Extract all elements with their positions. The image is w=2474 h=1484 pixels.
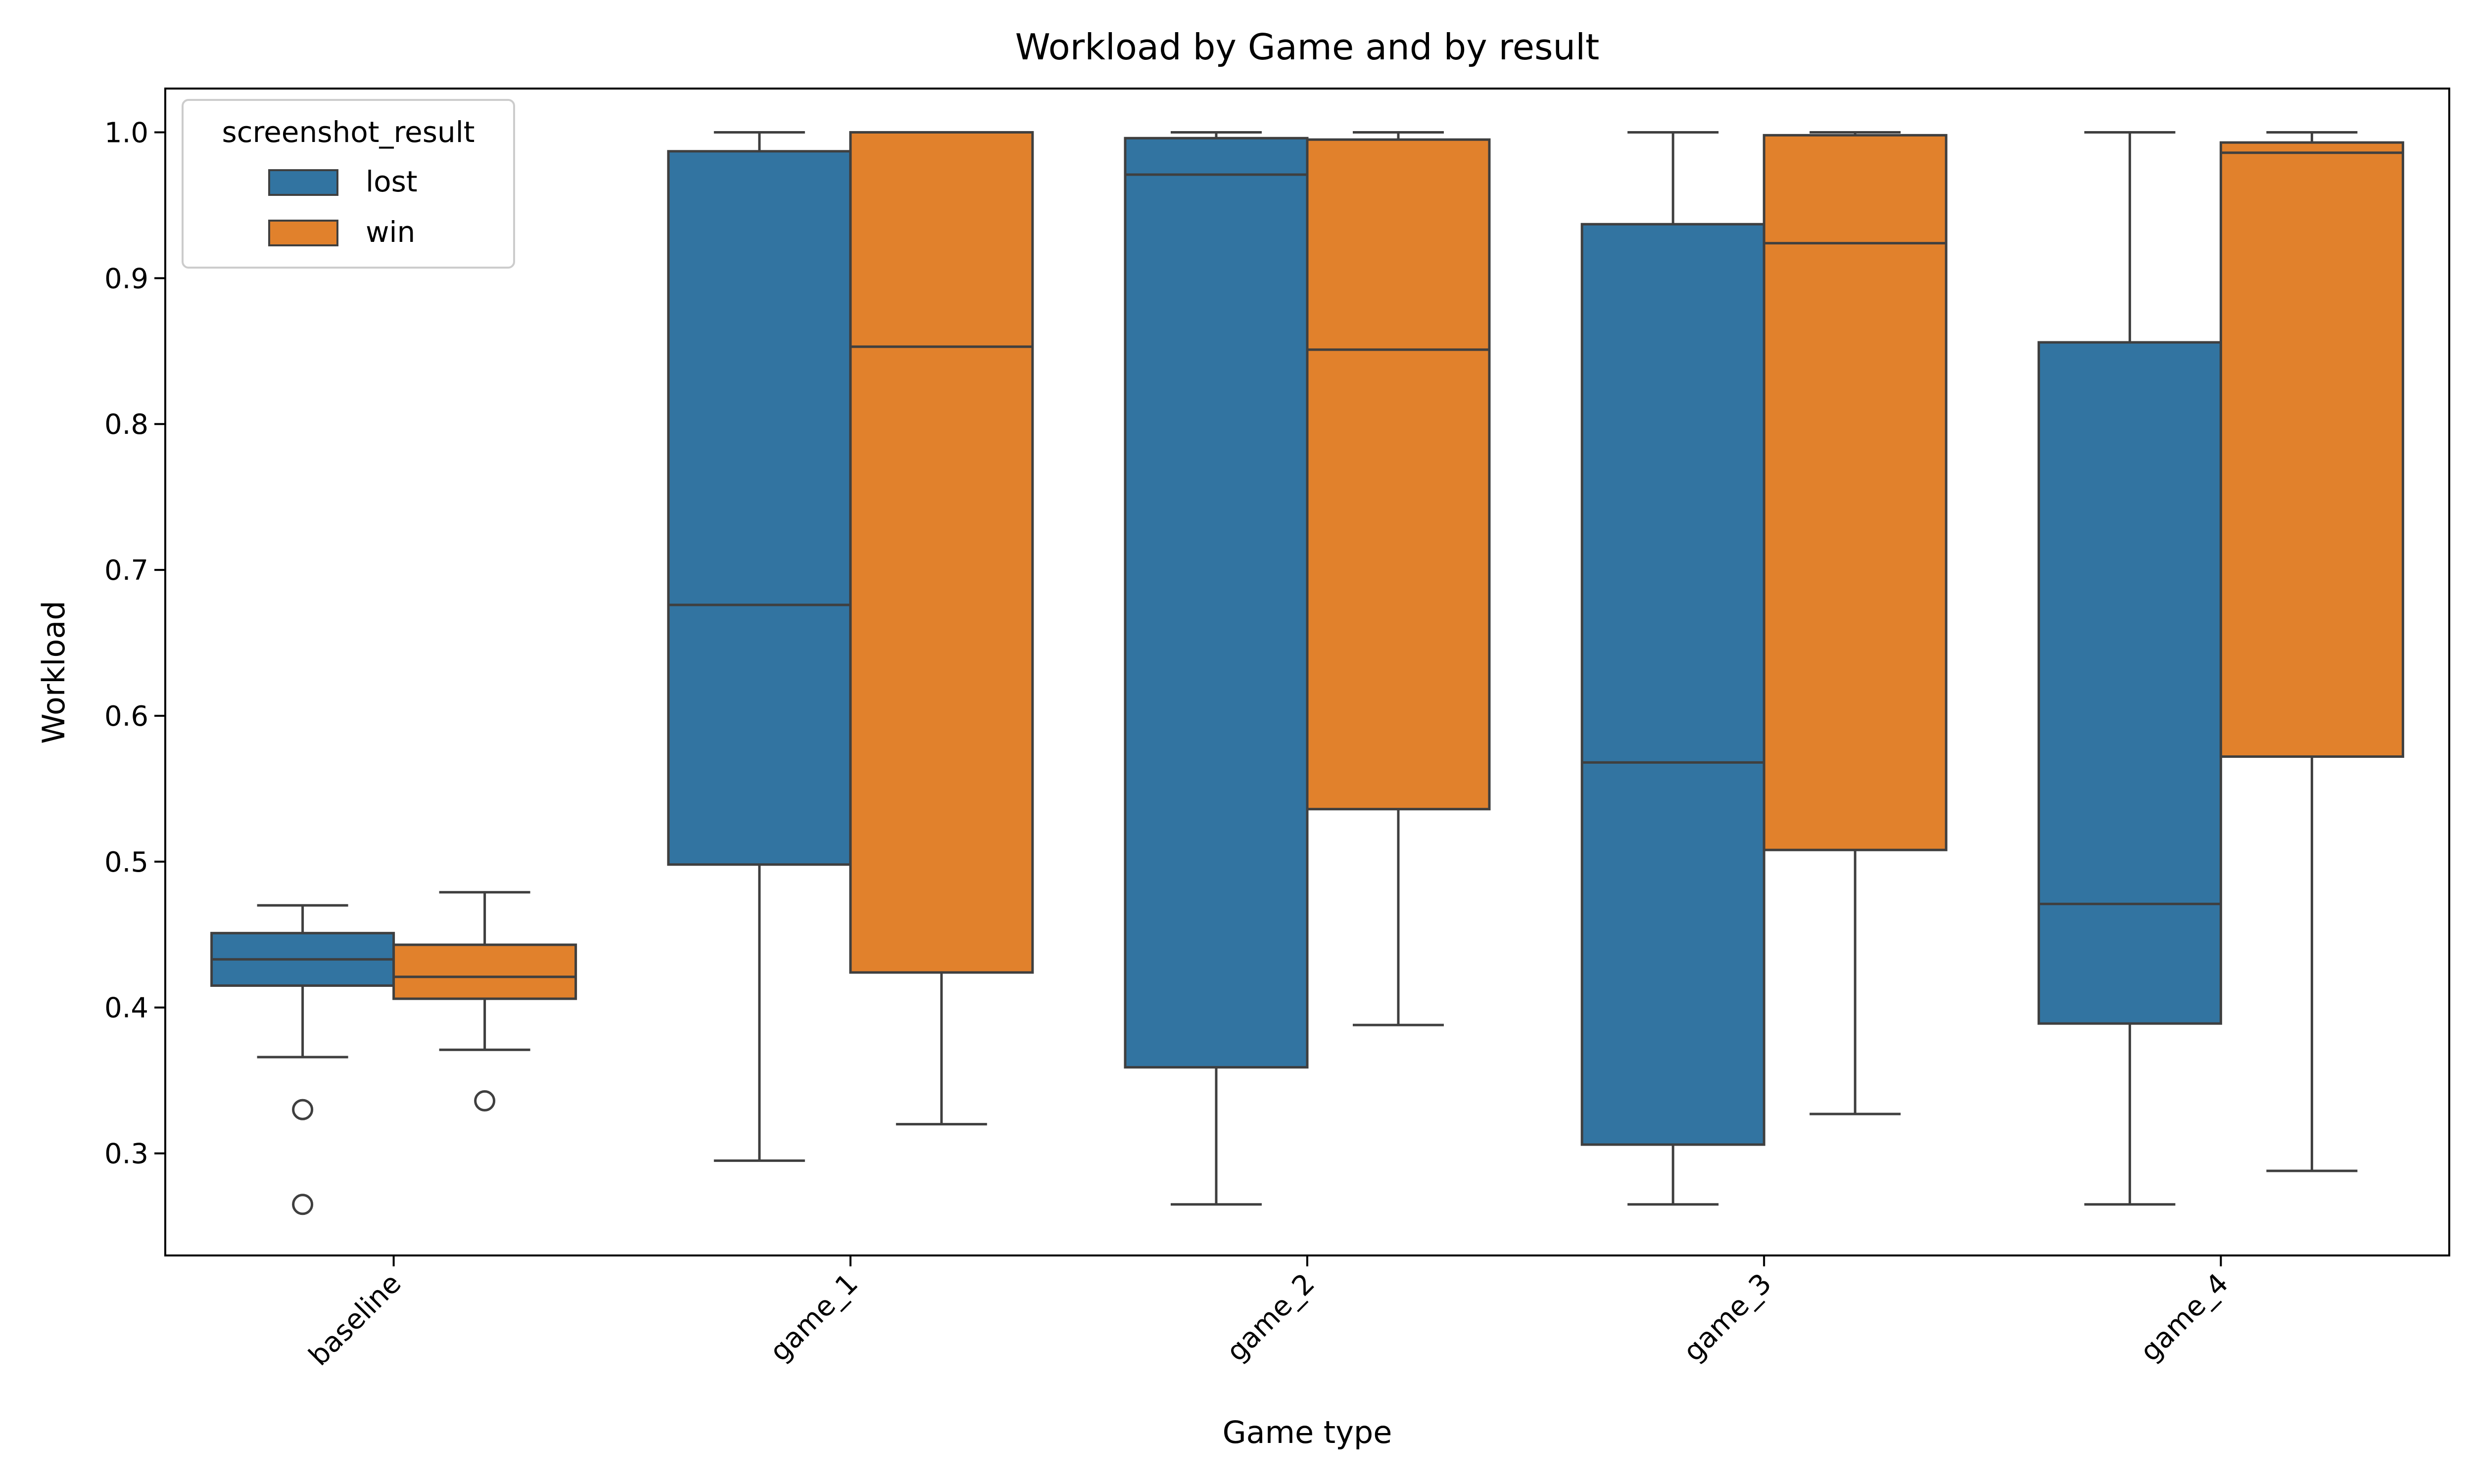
box-win-game_4	[2219, 131, 2404, 1172]
box-body	[1124, 137, 1309, 1069]
box-body	[2219, 141, 2404, 758]
box-win-game_3	[1762, 131, 1948, 1115]
legend-label-lost: lost	[366, 165, 418, 198]
box-lost-baseline	[210, 904, 395, 1215]
legend-swatch-lost	[268, 169, 338, 196]
legend-title: screenshot_result	[222, 115, 475, 149]
y-tick-label: 0.7	[104, 555, 148, 587]
outlier-point	[292, 1099, 314, 1120]
box-body	[667, 150, 852, 866]
box-lost-game_2	[1124, 131, 1309, 1206]
legend-swatch-win	[268, 220, 338, 246]
y-tick-label: 0.5	[104, 846, 148, 879]
box-body	[1580, 223, 1765, 1146]
box-body	[392, 943, 577, 1000]
outlier-point	[474, 1090, 496, 1112]
axes-frame	[164, 88, 2450, 1256]
box-win-game_2	[1306, 131, 1491, 1026]
box-win-baseline	[392, 891, 577, 1112]
y-tick-label: 1.0	[104, 117, 148, 149]
box-body	[2037, 341, 2222, 1025]
outlier-point	[292, 1194, 314, 1215]
box-body	[1762, 134, 1948, 851]
y-tick-label: 0.6	[104, 700, 148, 733]
y-tick-label: 0.3	[104, 1138, 148, 1170]
box-body	[1306, 138, 1491, 811]
box-body	[849, 131, 1034, 974]
legend-label-win: win	[366, 215, 415, 249]
box-lost-game_3	[1580, 131, 1765, 1206]
y-tick-label: 0.8	[104, 409, 148, 441]
y-tick-label: 0.9	[104, 263, 148, 295]
y-axis-label: Workload	[36, 601, 72, 744]
box-win-game_1	[849, 131, 1034, 1126]
box-lost-game_4	[2037, 131, 2222, 1206]
chart-title: Workload by Game and by result	[1015, 26, 1600, 68]
y-tick-label: 0.4	[104, 992, 148, 1024]
x-axis-label: Game type	[1223, 1414, 1392, 1450]
legend-frame	[182, 99, 515, 269]
